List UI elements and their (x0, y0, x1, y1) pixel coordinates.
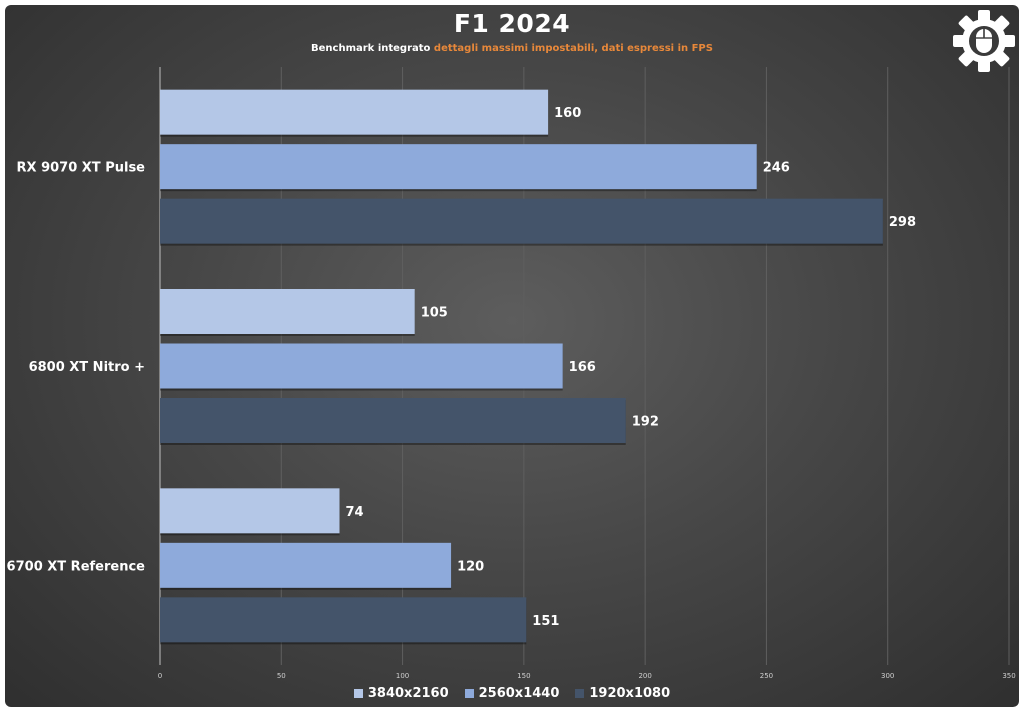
x-tick-label: 350 (1002, 672, 1015, 680)
data-label: 160 (554, 106, 581, 121)
data-label: 105 (421, 306, 448, 321)
bar (160, 89, 549, 135)
legend-item: 2560x1440 (464, 686, 560, 701)
data-label: 151 (532, 614, 559, 629)
x-tick-label: 200 (638, 672, 651, 680)
legend-item: 3840x2160 (353, 686, 449, 701)
category-label: RX 9070 XT Pulse (17, 161, 146, 176)
legend-item: 1920x1080 (575, 686, 670, 701)
x-tick-label: 300 (881, 672, 894, 680)
legend-label: 3840x2160 (367, 686, 449, 701)
bar (160, 398, 626, 443)
legend-swatch (575, 689, 585, 698)
data-label: 246 (763, 161, 790, 176)
bar (160, 488, 340, 534)
data-label: 192 (632, 415, 659, 430)
data-label: 120 (457, 559, 484, 574)
subtitle-prefix: Benchmark integrato (311, 43, 431, 54)
legend-label: 2560x1440 (478, 686, 560, 701)
gear-mouse-icon (953, 10, 1015, 72)
category-label: 6800 XT Nitro + (29, 360, 145, 375)
bar (160, 289, 415, 334)
bar (160, 343, 563, 389)
legend-label: 1920x1080 (589, 686, 671, 701)
subtitle-highlight: dettagli massimi impostabili, dati espre… (433, 43, 713, 54)
x-tick-label: 0 (158, 672, 162, 680)
legend-swatch (464, 689, 474, 698)
chart-title: F1 2024 (453, 9, 571, 38)
legend-swatch (353, 689, 363, 698)
x-tick-label: 250 (760, 672, 773, 680)
data-label: 298 (889, 215, 916, 230)
bar (160, 597, 527, 643)
bar (160, 144, 757, 190)
x-tick-label: 150 (517, 672, 530, 680)
category-label: RX 6700 XT Reference (0, 559, 145, 574)
data-label: 166 (569, 360, 596, 375)
x-tick-label: 50 (277, 672, 286, 680)
legend: 3840x2160 2560x1440 1920x1080 (0, 686, 1024, 701)
chart-subtitle: Benchmark integrato dettagli massimi imp… (0, 43, 1024, 54)
x-tick-label: 100 (396, 672, 409, 680)
data-label: 74 (346, 505, 364, 520)
bar (160, 542, 452, 588)
bar (160, 198, 883, 244)
